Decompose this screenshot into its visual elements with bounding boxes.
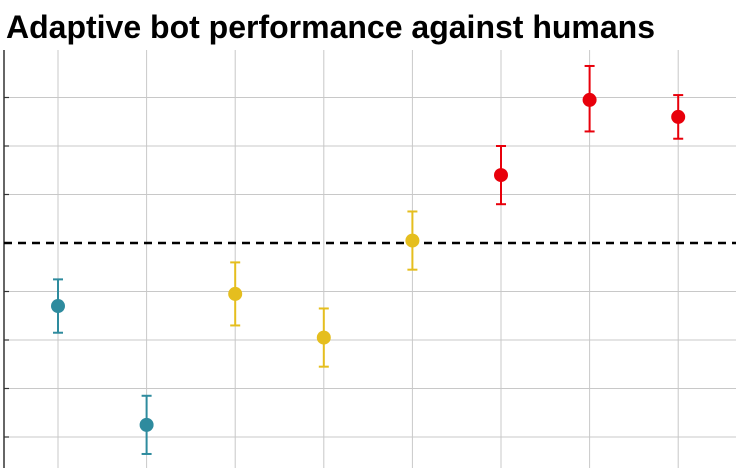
data-point-group <box>316 307 331 368</box>
data-point <box>582 92 597 107</box>
data-point-group <box>582 64 597 133</box>
y-axis <box>3 50 9 468</box>
data-point <box>228 286 243 301</box>
data-point-group <box>51 278 65 334</box>
data-point <box>316 330 331 345</box>
data-point-group <box>494 145 508 206</box>
data-point-group <box>228 261 243 327</box>
data-point <box>671 109 686 124</box>
data-point-group <box>139 394 154 455</box>
data-point <box>139 417 154 432</box>
data-point <box>494 168 508 183</box>
data-point <box>405 233 420 248</box>
data-points <box>51 64 686 455</box>
data-point-group <box>671 94 686 140</box>
data-point-group <box>405 210 420 271</box>
data-point <box>51 299 65 314</box>
chart-title: Adaptive bot performance against humans <box>6 9 656 45</box>
grid-lines <box>4 50 736 468</box>
